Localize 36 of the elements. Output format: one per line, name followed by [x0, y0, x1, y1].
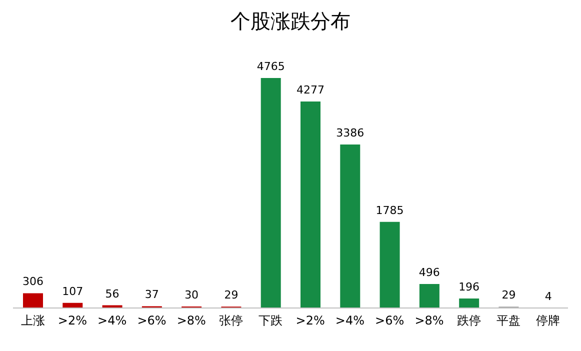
data-label: 4765 — [256, 60, 285, 73]
data-label: 29 — [224, 288, 238, 302]
data-label: 29 — [502, 288, 516, 302]
bar — [340, 144, 360, 308]
x-tick-label: 停牌 — [536, 314, 560, 328]
bar — [419, 284, 440, 308]
data-label: 107 — [62, 284, 84, 298]
x-tick-label: >4% — [335, 314, 365, 328]
x-tick-label: >4% — [98, 314, 127, 328]
data-label: 3386 — [336, 126, 364, 140]
bar — [380, 222, 400, 308]
x-tick-label: >8% — [176, 314, 206, 328]
x-tick-label: 跌停 — [456, 314, 481, 328]
data-label: 1785 — [376, 204, 404, 217]
x-tick-label: 上涨 — [20, 314, 45, 328]
data-label: 4 — [544, 290, 552, 303]
x-tick-label: 张停 — [219, 314, 244, 328]
bar — [23, 293, 43, 308]
chart-title: 个股涨跌分布 — [230, 8, 352, 35]
x-tick-label: >6% — [375, 314, 404, 328]
data-label: 37 — [144, 288, 159, 302]
x-tick-label: 下跌 — [258, 314, 283, 328]
bar — [260, 78, 281, 308]
x-tick-label: >8% — [414, 314, 444, 328]
data-label: 30 — [184, 288, 199, 302]
x-tick-label: 平盘 — [496, 314, 521, 328]
bar — [459, 298, 480, 308]
x-tick-label: >2% — [58, 314, 88, 328]
x-tick-label: >2% — [296, 314, 325, 328]
data-label: 56 — [105, 287, 120, 300]
data-label: 196 — [458, 280, 480, 294]
data-label: 496 — [418, 266, 440, 280]
x-tick-label: >6% — [137, 314, 166, 328]
data-label: 306 — [22, 275, 44, 288]
data-label: 4277 — [296, 84, 324, 97]
bar — [300, 102, 320, 308]
